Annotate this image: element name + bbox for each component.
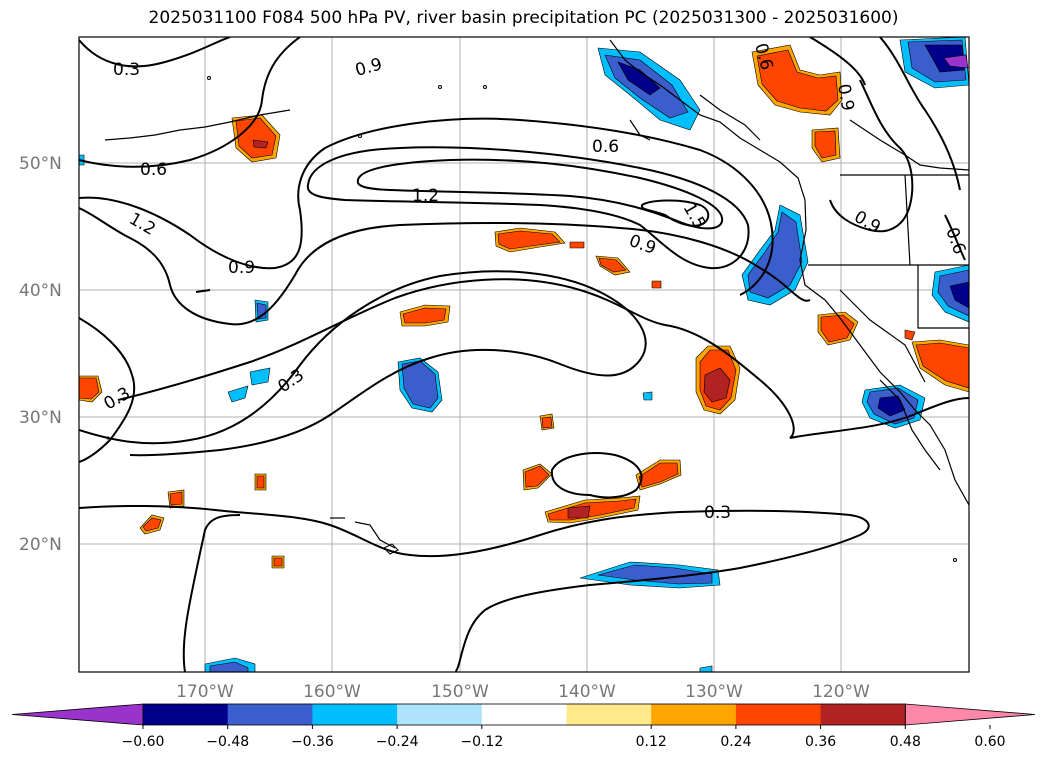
colorbar-tick-label: −0.48 (206, 734, 249, 750)
map-title: 2025031100 F084 500 hPa PV, river basin … (148, 8, 899, 28)
lon-label: 130°W (685, 682, 743, 702)
negative-precip-areas (79, 37, 969, 672)
colorbar-segment (820, 704, 906, 725)
colorbar-tick-label: −0.12 (460, 734, 503, 750)
positive-precip-areas (79, 44, 969, 569)
lat-label: 50°N (19, 154, 62, 174)
colorbar-segment (397, 704, 483, 725)
contour-label: 0.9 (228, 258, 255, 278)
graticule (79, 37, 969, 672)
map-frame (78, 36, 970, 673)
colorbar-tick-label: 0.36 (805, 734, 836, 750)
longitude-labels: 170°W 160°W 150°W 140°W 130°W 120°W (176, 682, 870, 702)
colorbar-segment (566, 704, 652, 725)
colorbar-segment (143, 704, 229, 725)
contour-label: 0.3 (113, 60, 140, 80)
lon-label: 160°W (303, 682, 361, 702)
colorbar-segment (735, 704, 822, 725)
lon-label: 140°W (558, 682, 616, 702)
contour-label: 0.3 (704, 503, 731, 523)
colorbar-tick-label: 0.12 (636, 734, 667, 750)
pv-contours (79, 37, 969, 672)
contour-label: 0.9 (833, 82, 857, 112)
colorbar-segment (312, 704, 398, 725)
colorbar-tick-label: 0.24 (720, 734, 751, 750)
colorbar-tick-label: −0.24 (376, 734, 419, 750)
lat-label: 30°N (19, 408, 62, 428)
lon-label: 150°W (431, 682, 489, 702)
colorbar-segment (481, 704, 567, 725)
colorbar-tick-label: 0.48 (890, 734, 921, 750)
lon-label: 170°W (176, 682, 234, 702)
contour-label: 0.6 (592, 137, 619, 157)
colorbar-extend-right (904, 703, 1036, 726)
colorbar-extend-left (11, 703, 144, 726)
coastlines (104, 39, 969, 549)
lat-label: 20°N (19, 535, 62, 555)
colorbar-segment (227, 704, 313, 725)
colorbar-tick-label: −0.36 (291, 734, 334, 750)
colorbar-segment (651, 704, 737, 725)
colorbar-tick-label: 0.60 (974, 734, 1005, 750)
colorbar-border (142, 703, 906, 726)
contour-label: 1.2 (412, 186, 439, 206)
latitude-labels: 50°N 40°N 30°N 20°N (19, 154, 62, 555)
lat-label: 40°N (19, 281, 62, 301)
contour-label: 0.6 (140, 160, 167, 180)
lon-label: 120°W (812, 682, 870, 702)
colorbar: −0.60 −0.48 −0.36 −0.24 −0.12 0.12 0.24 0.36 0.4… (11, 703, 1036, 750)
colorbar-tick-label: −0.60 (122, 734, 165, 750)
